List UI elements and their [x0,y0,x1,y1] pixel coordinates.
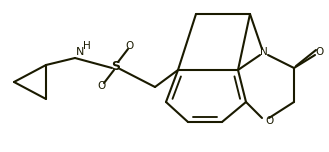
Text: O: O [265,116,273,126]
Text: O: O [316,47,324,57]
Text: S: S [112,59,120,73]
Text: O: O [126,41,134,51]
Text: H: H [83,41,91,51]
Text: O: O [98,81,106,91]
Text: N: N [76,47,84,57]
Text: N: N [260,47,268,57]
